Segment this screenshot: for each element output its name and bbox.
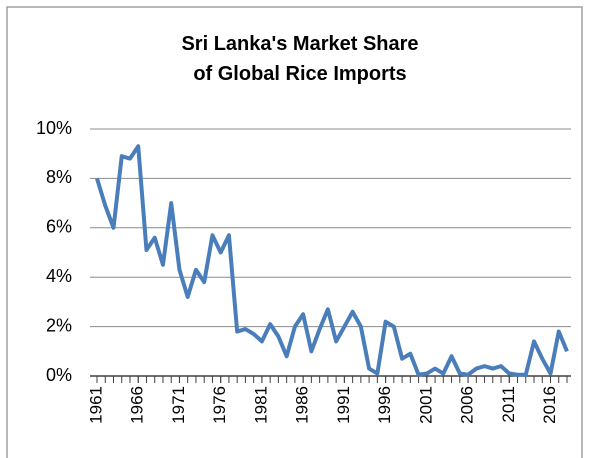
x-tick-label: 2016 — [540, 386, 559, 424]
x-tick-label: 1991 — [334, 386, 353, 424]
y-tick-label: 10% — [36, 118, 72, 138]
x-tick-label: 1961 — [86, 386, 105, 424]
x-tick-label: 1966 — [128, 386, 147, 424]
x-tick-label: 1981 — [251, 386, 270, 424]
x-tick-label: 1986 — [293, 386, 312, 424]
x-tick-label: 1971 — [169, 386, 188, 424]
x-tick-label: 2006 — [458, 386, 477, 424]
x-tick-label: 1996 — [375, 386, 394, 424]
y-tick-label: 6% — [46, 217, 72, 237]
y-tick-label: 4% — [46, 266, 72, 286]
y-tick-label: 2% — [46, 315, 72, 335]
data-line — [95, 144, 569, 377]
x-tick-label: 1976 — [210, 386, 229, 424]
x-tick-label: 2011 — [499, 386, 518, 423]
x-tick-label: 2001 — [416, 386, 435, 424]
y-tick-label: 0% — [46, 365, 72, 385]
chart-title: of Global Rice Imports — [193, 63, 406, 85]
y-tick-label: 8% — [46, 167, 72, 187]
chart-title: Sri Lanka's Market Share — [181, 33, 418, 55]
